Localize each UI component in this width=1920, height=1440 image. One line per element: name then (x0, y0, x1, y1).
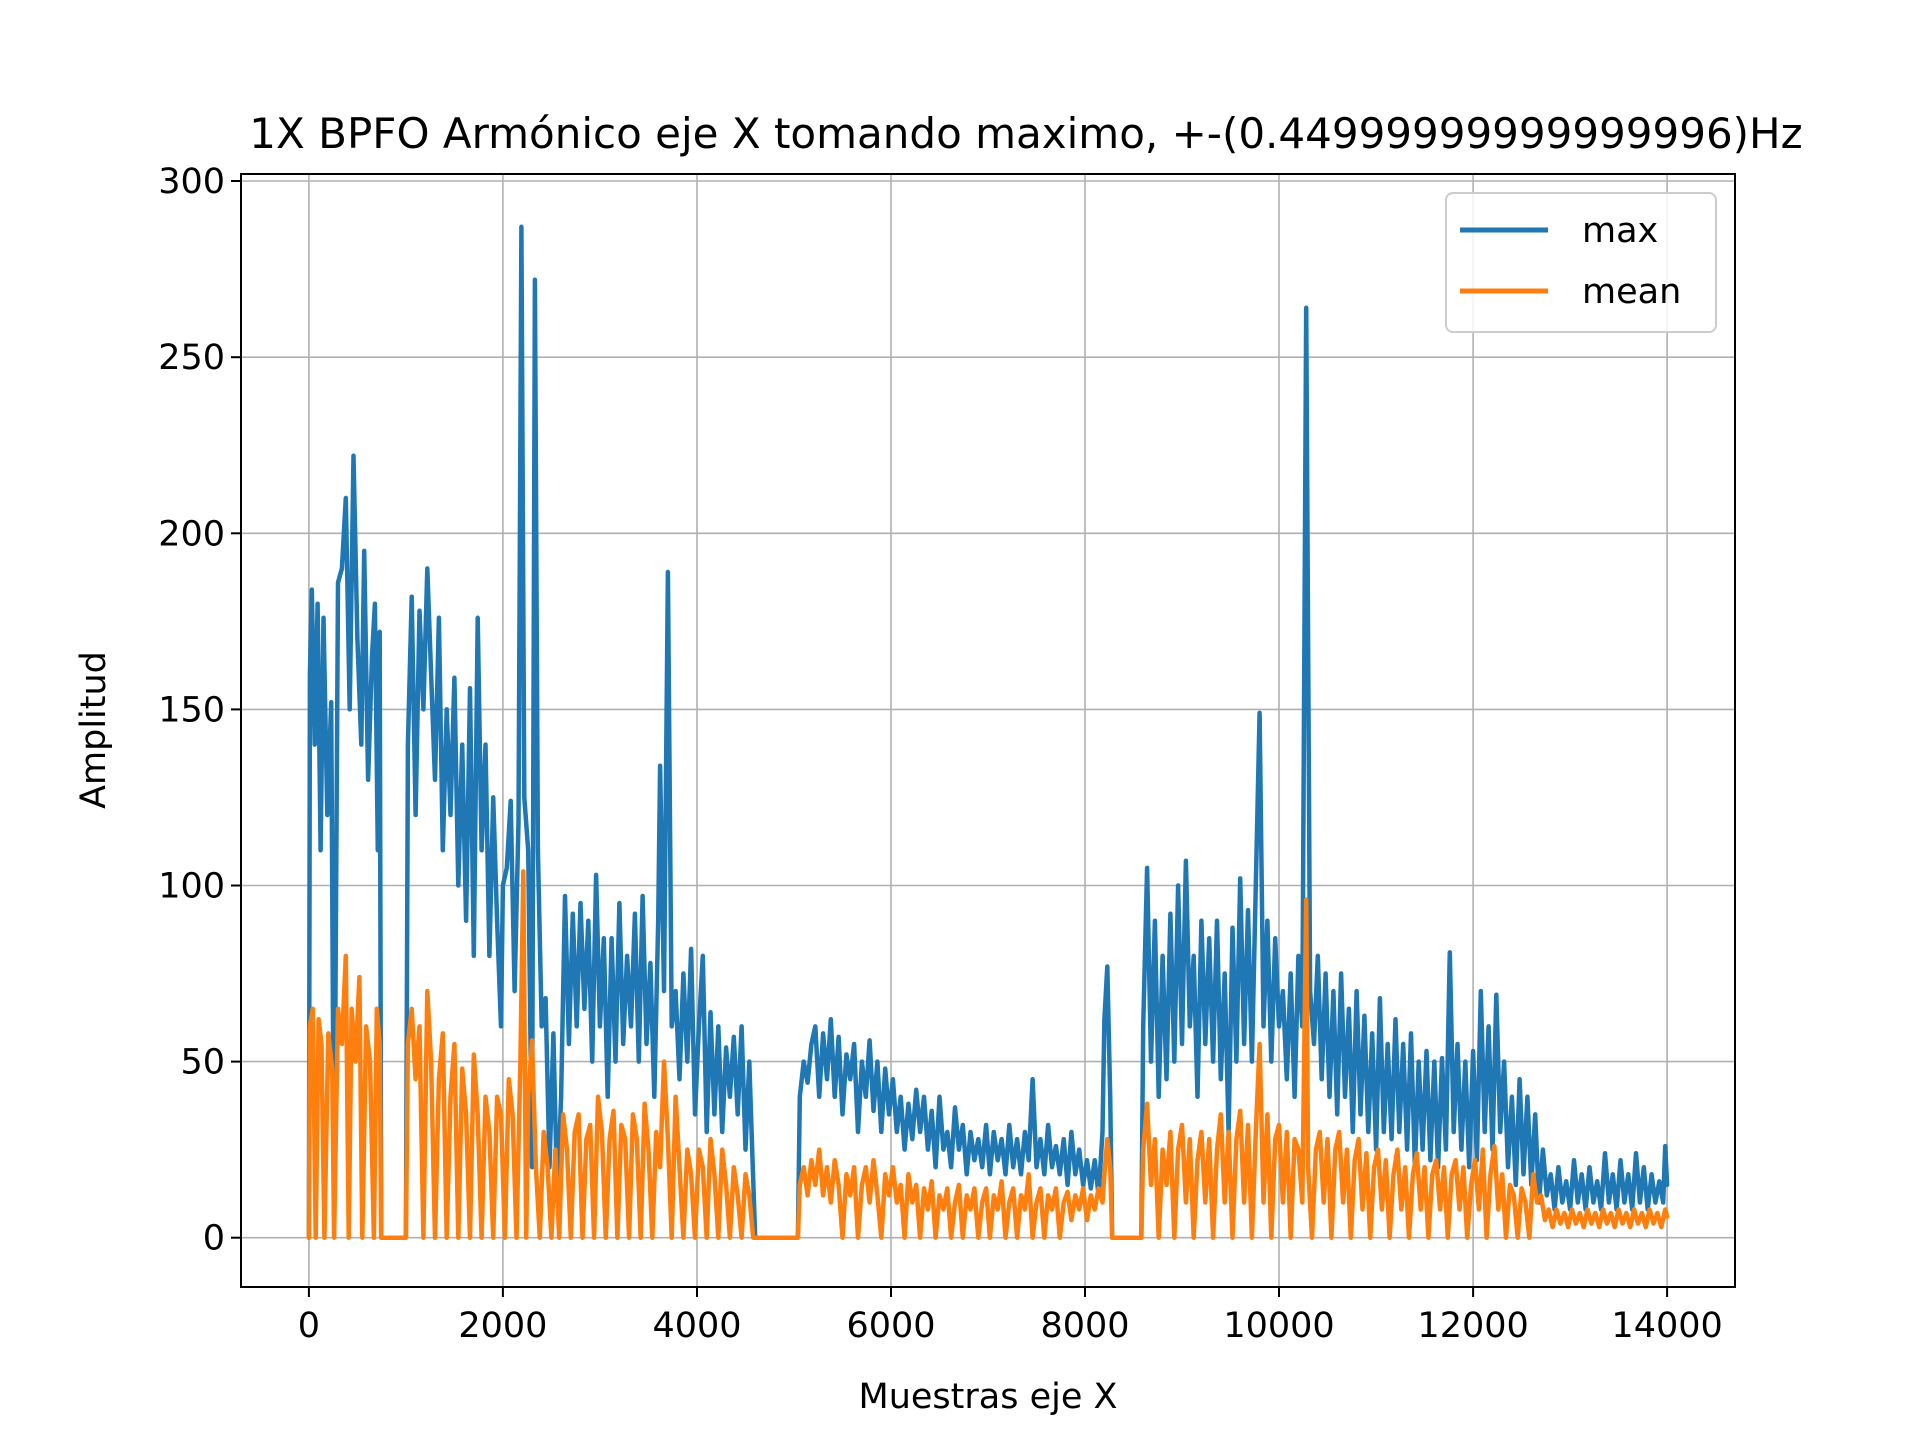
y-tick-label: 100 (158, 867, 225, 907)
x-tick-label: 4000 (652, 1306, 741, 1346)
y-tick-label: 250 (158, 338, 225, 378)
x-tick-label: 10000 (1223, 1306, 1334, 1346)
y-tick-label: 300 (158, 162, 225, 202)
x-tick-label: 2000 (458, 1306, 547, 1346)
plot-frame (240, 173, 1736, 1288)
y-tick-label: 150 (158, 690, 225, 730)
legend-label-max: max (1582, 211, 1658, 251)
y-tick-label: 0 (203, 1219, 225, 1259)
legend: max mean (1445, 192, 1717, 333)
y-tick-label: 50 (180, 1043, 225, 1083)
x-tick-label: 12000 (1417, 1306, 1528, 1346)
legend-label-mean: mean (1582, 272, 1681, 312)
series-line-max (306, 224, 1670, 1240)
x-tick-label: 8000 (1040, 1306, 1129, 1346)
plot-area (306, 224, 1670, 1240)
x-tick-label: 14000 (1611, 1306, 1722, 1346)
axis-ticks: 0 2000 4000 6000 8000 10000 12000 14000 0 50 100 15… (158, 162, 1723, 1346)
x-tick-label: 0 (298, 1306, 320, 1346)
y-tick-label: 200 (158, 514, 225, 554)
x-axis-label: Muestras eje X (859, 1377, 1118, 1417)
series-line-mean (306, 869, 1670, 1240)
chart-title: 1X BPFO Armónico eje X tomando maximo, +… (249, 109, 1802, 158)
y-axis-label: Amplitud (74, 651, 114, 809)
x-tick-label: 6000 (846, 1306, 935, 1346)
